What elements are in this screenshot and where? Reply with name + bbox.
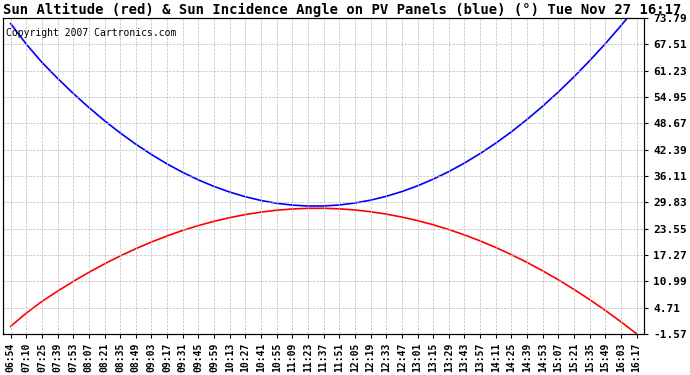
Text: Sun Altitude (red) & Sun Incidence Angle on PV Panels (blue) (°) Tue Nov 27 16:1: Sun Altitude (red) & Sun Incidence Angle… [3,3,681,17]
Text: Copyright 2007 Cartronics.com: Copyright 2007 Cartronics.com [6,28,177,38]
